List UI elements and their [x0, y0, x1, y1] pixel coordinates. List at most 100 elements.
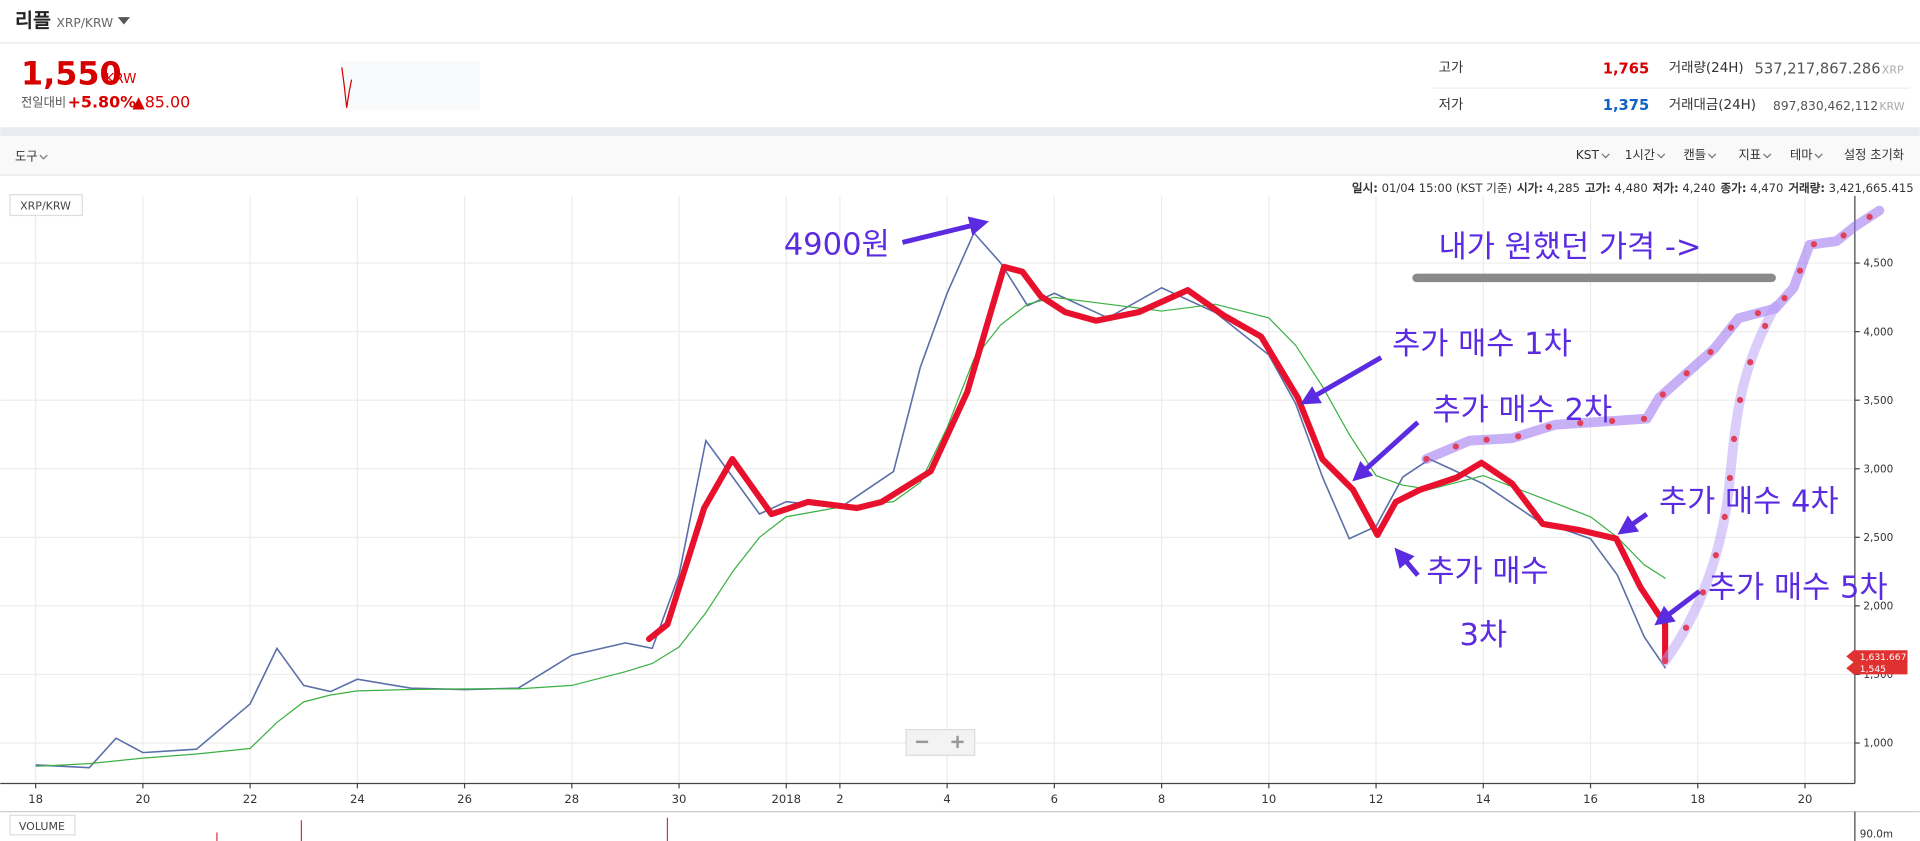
y-tick-label: 4,500 [1863, 258, 1893, 270]
x-tick-label: 2 [836, 792, 843, 806]
annotation: 추가 매수 4차 [1659, 485, 1839, 520]
value-unit: KRW [1879, 100, 1904, 113]
pair[interactable]: XRP/KRW [57, 16, 114, 30]
price-tag-label: 1,545 [1860, 664, 1886, 675]
chevron [1763, 153, 1772, 159]
menu[interactable]: KST [1576, 148, 1600, 162]
x-tick-label: 24 [350, 792, 365, 806]
x-tick-label: 8 [1158, 792, 1165, 806]
toolbar [0, 135, 1920, 176]
currency: KRW [106, 72, 137, 87]
info-line: 일시: 01/04 15:00 (KST 기준) 시가: 4,285 고가: 4,480 저… [1352, 181, 1914, 195]
arrow [1300, 355, 1383, 405]
x-tick-label: 2018 [772, 792, 802, 806]
price: 1,550 [21, 54, 122, 92]
info-label: 거래량: [1788, 181, 1825, 195]
info-value: 01/04 15:00 (KST 기준) [1382, 181, 1512, 195]
tool-menu[interactable]: 도구 [15, 149, 38, 163]
x-tick-label: 18 [1690, 792, 1705, 806]
menu[interactable]: 지표 [1739, 148, 1762, 162]
annotation: 추가 매수 [1426, 554, 1548, 589]
y-tick-label: 1,000 [1863, 738, 1893, 750]
volume-label: 거래량(24H) [1669, 60, 1744, 76]
rebound-dots [1662, 302, 1779, 665]
info-value: 4,285 [1547, 181, 1580, 195]
x-tick-label: 16 [1583, 792, 1598, 806]
rebound-path [1660, 301, 1781, 666]
zoom-in[interactable] [951, 735, 964, 748]
menu[interactable]: 1시간 [1625, 148, 1655, 162]
info-label: 고가: [1585, 181, 1611, 195]
annotation: 추가 매수 1차 [1392, 327, 1572, 362]
info-value: 3,421,665.415 [1829, 181, 1914, 195]
y-tick-label: 3,500 [1863, 395, 1893, 407]
pair-label: XRP/KRW [20, 199, 71, 212]
x-tick-label: 30 [672, 792, 687, 806]
info-value: 4,480 [1615, 181, 1648, 195]
reset-button[interactable]: 설정 초기화 [1844, 148, 1904, 162]
value-label: 거래대금(24H) [1669, 97, 1756, 113]
x-tick-label: 26 [457, 792, 472, 806]
price-line [35, 231, 1667, 769]
arrow [1394, 547, 1420, 577]
info-label: 시가: [1517, 181, 1543, 195]
x-tick-label: 20 [135, 792, 150, 806]
price-line [35, 296, 1666, 767]
volume-box [9, 814, 76, 836]
volume-axis-label: 90.0m [1860, 828, 1893, 840]
annotation: 추가 매수 2차 [1433, 393, 1613, 428]
value: 897,830,462,112 [1773, 99, 1878, 113]
pair-box [9, 194, 83, 217]
chevron [1814, 153, 1823, 159]
low-label: 저가 [1439, 97, 1464, 113]
menu[interactable]: 테마 [1790, 148, 1813, 162]
x-tick-label: 22 [243, 792, 258, 806]
volume-label: VOLUME [19, 820, 65, 833]
y-tick-label: 2,000 [1863, 601, 1893, 613]
price-tag [1846, 650, 1908, 663]
drawn-trend [646, 263, 1669, 665]
info-label: 저가: [1653, 181, 1679, 195]
change-abs: ▲85.00 [132, 93, 190, 112]
x-tick-label: 14 [1476, 792, 1491, 806]
y-tick-label: 3,000 [1863, 463, 1893, 475]
chevron [1657, 153, 1666, 159]
change-label: 전일대비 [21, 96, 66, 110]
sparkline [341, 67, 353, 108]
dropdown-icon[interactable] [117, 17, 131, 25]
y-tick-label: 2,500 [1863, 532, 1893, 544]
annotation: 3차 [1459, 618, 1507, 653]
annotation: 추가 매수 5차 [1708, 570, 1888, 605]
x-tick-label: 4 [943, 792, 950, 806]
volume: 537,217,867.286 [1755, 60, 1881, 77]
wish-path [1421, 205, 1885, 464]
chevron [39, 154, 48, 160]
arrow [1617, 512, 1649, 535]
y-tick-label: 4,000 [1863, 326, 1893, 338]
x-tick-label: 18 [28, 792, 43, 806]
x-tick-label: 20 [1798, 792, 1813, 806]
coin-name: 리플 [15, 9, 51, 32]
chevron [1601, 153, 1610, 159]
menu[interactable]: 캔들 [1683, 148, 1706, 162]
info-label: 일시: [1352, 181, 1378, 195]
chevron [1708, 153, 1717, 159]
high: 1,765 [1603, 60, 1649, 77]
x-tick-label: 10 [1261, 792, 1276, 806]
arrow [1352, 420, 1420, 482]
annotation: 내가 원했던 가격 -> [1439, 230, 1702, 265]
change-pct: +5.80% [68, 93, 137, 112]
annotation: 4900원 [784, 228, 890, 263]
price-tag [1846, 662, 1908, 675]
arrow [901, 216, 989, 245]
volume-unit: XRP [1882, 63, 1904, 76]
price-tag-label: 1,631.667 [1860, 652, 1907, 663]
info-label: 종가: [1720, 181, 1746, 195]
sparkline-bg [340, 61, 481, 111]
arrow [1654, 589, 1701, 626]
header-bar [0, 0, 1920, 43]
separator [0, 127, 1920, 136]
low: 1,375 [1603, 97, 1649, 114]
x-tick-label: 12 [1369, 792, 1384, 806]
